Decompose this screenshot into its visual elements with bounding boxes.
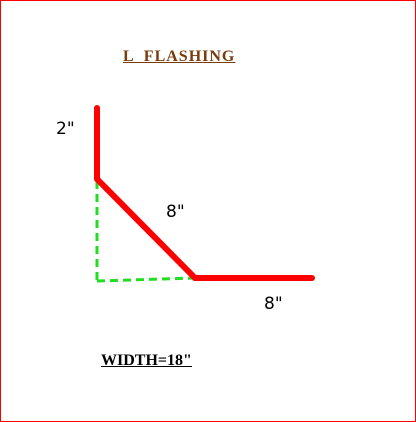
flashing-diagonal <box>97 179 195 278</box>
reference-horizontal-line <box>97 278 195 281</box>
bottom-leg-dimension: 8" <box>264 294 283 314</box>
top-leg-dimension: 2" <box>56 119 75 139</box>
width-label: WIDTH=18" <box>101 352 192 370</box>
diagonal-dimension: 8" <box>166 202 185 222</box>
